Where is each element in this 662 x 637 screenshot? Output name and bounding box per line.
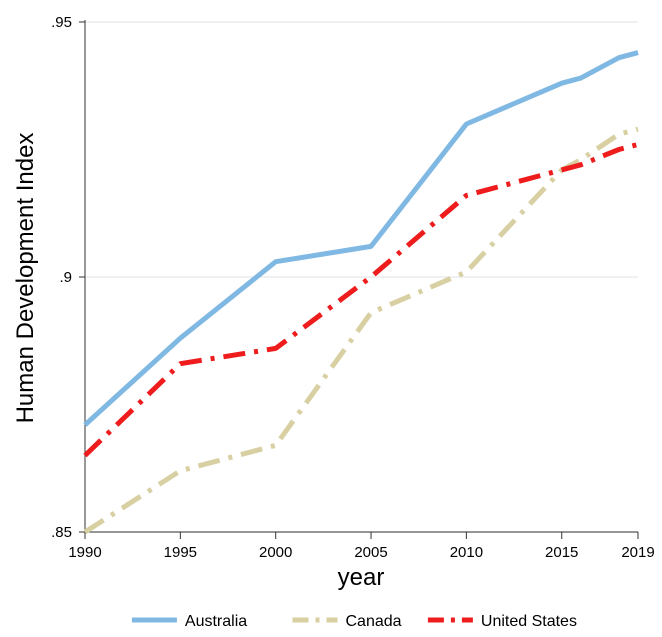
grid-layer (85, 21, 638, 533)
y-tick-label: .85 (51, 524, 72, 541)
series-line-united-states (83, 141, 639, 458)
legend-label-australia: Australia (185, 613, 247, 630)
x-tick-label: 2000 (259, 544, 292, 561)
series-line-canada (83, 126, 639, 535)
series-line-australia (83, 50, 639, 427)
x-tick-label: 2005 (354, 544, 387, 561)
x-axis-title: year (338, 564, 385, 591)
x-tick-label: 1990 (68, 544, 101, 561)
x-tick-label: 1995 (164, 544, 197, 561)
y-tick-label: .9 (59, 269, 72, 286)
x-tick-label: 2015 (545, 544, 578, 561)
y-axis-title: Human Development Index (12, 133, 39, 424)
legend-label-canada: Canada (346, 613, 402, 630)
axis-layer: .85 .9 .95 1990 1995 2000 2005 2010 2015 2019 (51, 14, 655, 561)
x-tick-label: 2019 (621, 544, 654, 561)
x-tick-label: 2010 (450, 544, 483, 561)
legend-label-united-states: United States (481, 613, 577, 630)
legend: Australia Canada United States (131, 613, 577, 630)
series-layer (83, 50, 639, 535)
y-tick-label: .95 (51, 14, 72, 31)
